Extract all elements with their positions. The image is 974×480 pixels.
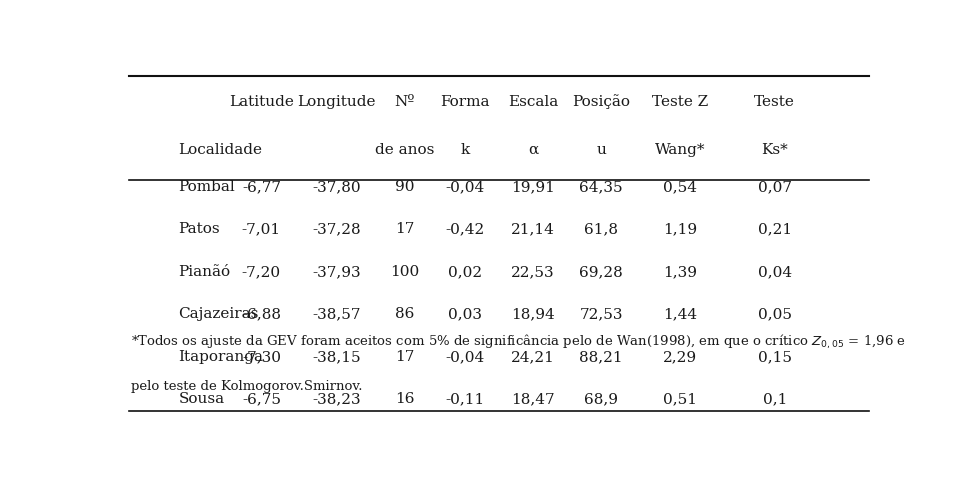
Text: de anos: de anos [375,143,434,157]
Text: 16: 16 [395,393,415,407]
Text: -0,04: -0,04 [445,350,485,364]
Text: Longitude: Longitude [298,95,376,109]
Text: -7,01: -7,01 [242,222,281,237]
Text: Cajazeiras: Cajazeiras [178,308,259,322]
Text: *Todos os ajuste da GEV foram aceitos com 5% de significância pelo de Wan(1998),: *Todos os ajuste da GEV foram aceitos co… [131,333,906,351]
Text: Latitude: Latitude [229,95,294,109]
Text: pelo teste de Kolmogorov.Smirnov.: pelo teste de Kolmogorov.Smirnov. [131,380,362,393]
Text: 0,03: 0,03 [448,308,482,322]
Text: 17: 17 [395,350,415,364]
Text: 64,35: 64,35 [580,180,623,194]
Text: 0,1: 0,1 [763,393,787,407]
Text: -6,77: -6,77 [242,180,281,194]
Text: -0,42: -0,42 [445,222,485,237]
Text: Pianãó: Pianãó [178,265,231,279]
Text: -37,93: -37,93 [313,265,361,279]
Text: 1,19: 1,19 [663,222,697,237]
Text: 69,28: 69,28 [580,265,623,279]
Text: 72,53: 72,53 [580,308,622,322]
Text: α: α [528,143,539,157]
Text: 1,39: 1,39 [663,265,697,279]
Text: -6,75: -6,75 [242,393,281,407]
Text: Itaporanga: Itaporanga [178,350,263,364]
Text: 0,54: 0,54 [663,180,697,194]
Text: 24,21: 24,21 [511,350,555,364]
Text: 1,44: 1,44 [663,308,697,322]
Text: Teste: Teste [754,95,795,109]
Text: 0,51: 0,51 [663,393,697,407]
Text: 2,29: 2,29 [663,350,697,364]
Text: 88,21: 88,21 [580,350,623,364]
Text: -0,11: -0,11 [445,393,485,407]
Text: 86: 86 [395,308,415,322]
Text: 0,21: 0,21 [758,222,792,237]
Text: -37,28: -37,28 [313,222,361,237]
Text: Ks*: Ks* [762,143,788,157]
Text: 22,53: 22,53 [511,265,555,279]
Text: -38,57: -38,57 [313,308,361,322]
Text: 100: 100 [391,265,420,279]
Text: 0,15: 0,15 [758,350,792,364]
Text: 18,47: 18,47 [511,393,555,407]
Text: Pombal: Pombal [178,180,235,194]
Text: 0,07: 0,07 [758,180,792,194]
Text: Wang*: Wang* [656,143,705,157]
Text: -37,80: -37,80 [313,180,361,194]
Text: -6,88: -6,88 [242,308,281,322]
Text: Posição: Posição [572,95,630,109]
Text: -38,23: -38,23 [313,393,361,407]
Text: k: k [461,143,469,157]
Text: Escala: Escala [508,95,558,109]
Text: 17: 17 [395,222,415,237]
Text: 18,94: 18,94 [511,308,555,322]
Text: 90: 90 [395,180,415,194]
Text: -7,30: -7,30 [242,350,281,364]
Text: -7,20: -7,20 [242,265,281,279]
Text: 68,9: 68,9 [584,393,618,407]
Text: 21,14: 21,14 [511,222,555,237]
Text: 0,05: 0,05 [758,308,792,322]
Text: Forma: Forma [440,95,490,109]
Text: 0,04: 0,04 [758,265,792,279]
Text: 0,02: 0,02 [448,265,482,279]
Text: Localidade: Localidade [178,143,262,157]
Text: Teste Z: Teste Z [653,95,708,109]
Text: Patos: Patos [178,222,220,237]
Text: -38,15: -38,15 [313,350,361,364]
Text: Sousa: Sousa [178,393,224,407]
Text: 19,91: 19,91 [511,180,555,194]
Text: 61,8: 61,8 [584,222,618,237]
Text: Nº: Nº [394,95,415,109]
Text: u: u [596,143,606,157]
Text: -0,04: -0,04 [445,180,485,194]
